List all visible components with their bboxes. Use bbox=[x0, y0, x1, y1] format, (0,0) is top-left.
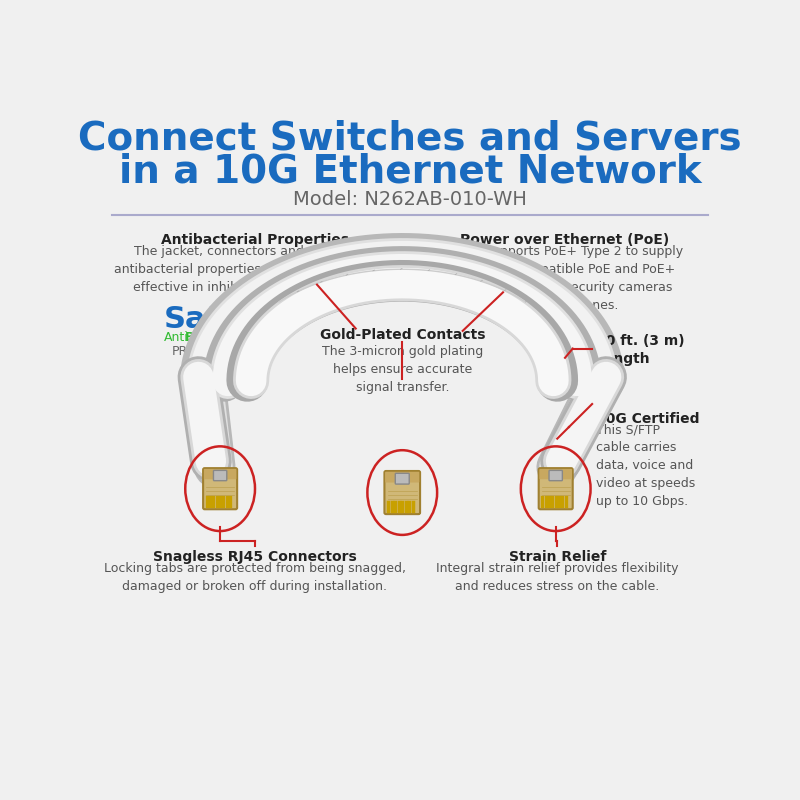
FancyBboxPatch shape bbox=[214, 470, 226, 481]
FancyBboxPatch shape bbox=[204, 469, 236, 479]
Text: Integral strain relief provides flexibility
and reduces stress on the cable.: Integral strain relief provides flexibil… bbox=[436, 562, 678, 593]
Text: ™: ™ bbox=[255, 306, 266, 317]
Text: 10 ft. (3 m)
Length: 10 ft. (3 m) Length bbox=[596, 334, 685, 366]
FancyBboxPatch shape bbox=[395, 474, 410, 484]
Text: This S/FTP
cable carries
data, voice and
video at speeds
up to 10 Gbps.: This S/FTP cable carries data, voice and… bbox=[596, 423, 695, 508]
Text: BACTERIAL: BACTERIAL bbox=[186, 331, 262, 344]
Text: Anti: Anti bbox=[163, 331, 188, 344]
Text: ·IT: ·IT bbox=[216, 305, 260, 334]
FancyBboxPatch shape bbox=[386, 472, 419, 482]
Text: Cable supports PoE+ Type 2 to supply
power to compatible PoE and PoE+
devices, s: Cable supports PoE+ Type 2 to supply pow… bbox=[446, 245, 683, 312]
FancyBboxPatch shape bbox=[538, 468, 573, 510]
Text: in a 10G Ethernet Network: in a 10G Ethernet Network bbox=[118, 153, 702, 190]
Text: Strain Relief: Strain Relief bbox=[509, 550, 606, 564]
Text: PRODUCTS: PRODUCTS bbox=[171, 345, 241, 358]
FancyBboxPatch shape bbox=[539, 469, 572, 479]
Text: Antibacterial Properties: Antibacterial Properties bbox=[161, 233, 349, 247]
Text: Snagless RJ45 Connectors: Snagless RJ45 Connectors bbox=[153, 550, 357, 564]
Text: The jacket, connectors and plugs have
antibacterial properties, making them 99.9: The jacket, connectors and plugs have an… bbox=[114, 245, 396, 294]
Text: Locking tabs are protected from being snagged,
damaged or broken off during inst: Locking tabs are protected from being sn… bbox=[104, 562, 406, 593]
Text: 10G Certified: 10G Certified bbox=[596, 412, 699, 426]
FancyBboxPatch shape bbox=[549, 470, 562, 481]
Text: Safe: Safe bbox=[163, 305, 240, 334]
FancyBboxPatch shape bbox=[203, 468, 237, 510]
FancyBboxPatch shape bbox=[385, 471, 420, 514]
Text: Model: N262AB-010-WH: Model: N262AB-010-WH bbox=[293, 190, 527, 210]
Text: The 3-micron gold plating
helps ensure accurate
signal transfer.: The 3-micron gold plating helps ensure a… bbox=[322, 346, 483, 394]
Text: Gold-Plated Contacts: Gold-Plated Contacts bbox=[319, 328, 485, 342]
Text: Power over Ethernet (PoE): Power over Ethernet (PoE) bbox=[460, 233, 670, 247]
Text: Connect Switches and Servers: Connect Switches and Servers bbox=[78, 119, 742, 158]
